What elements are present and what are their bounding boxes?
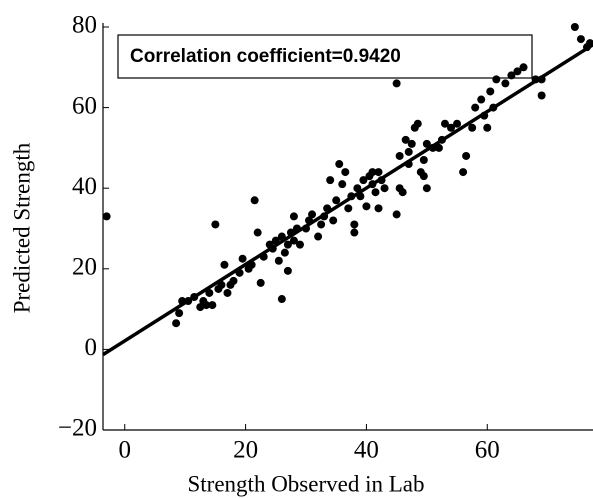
- point: [462, 151, 471, 160]
- x-tick-label: 60: [475, 437, 500, 464]
- point: [202, 301, 211, 310]
- point: [238, 254, 247, 263]
- y-axis-label: Predicted Strength: [9, 142, 34, 313]
- point: [468, 123, 477, 132]
- point: [350, 220, 359, 229]
- point: [308, 210, 317, 219]
- point: [175, 309, 184, 318]
- point: [570, 23, 579, 31]
- point: [295, 240, 304, 249]
- annotation-box: [117, 34, 533, 79]
- point: [374, 204, 383, 213]
- y-tick-label: −20: [58, 415, 97, 442]
- point: [419, 172, 428, 181]
- point: [507, 71, 516, 80]
- point: [395, 151, 404, 160]
- point: [576, 35, 585, 44]
- point: [501, 79, 510, 88]
- point: [172, 319, 181, 328]
- point: [229, 276, 238, 285]
- point: [371, 188, 380, 197]
- point: [350, 228, 359, 237]
- point: [277, 295, 286, 304]
- y-tick-label: 80: [72, 12, 97, 39]
- point: [492, 75, 501, 84]
- point: [223, 288, 232, 297]
- point: [344, 204, 353, 213]
- point: [253, 228, 262, 237]
- point: [102, 212, 111, 221]
- point: [196, 303, 205, 312]
- x-tick-label: 0: [119, 437, 132, 464]
- point: [422, 184, 431, 193]
- point: [483, 123, 492, 132]
- point: [353, 184, 362, 193]
- point: [205, 288, 214, 297]
- point: [471, 103, 480, 112]
- point: [289, 236, 298, 245]
- point: [332, 196, 341, 205]
- point: [341, 168, 350, 177]
- point: [256, 278, 265, 287]
- y-tick-label: 0: [85, 334, 98, 361]
- point: [380, 184, 389, 193]
- point: [314, 232, 323, 241]
- point: [362, 202, 371, 211]
- point: [404, 147, 413, 156]
- point: [211, 220, 220, 229]
- point: [283, 240, 292, 249]
- point: [220, 260, 229, 269]
- point: [401, 135, 410, 144]
- point: [359, 176, 368, 185]
- point: [338, 180, 347, 189]
- point: [459, 168, 468, 177]
- point: [519, 63, 528, 72]
- point: [434, 143, 443, 152]
- point: [447, 123, 456, 132]
- y-tick-label: 20: [72, 254, 97, 281]
- point: [335, 160, 344, 169]
- point: [407, 139, 416, 148]
- point: [413, 119, 422, 128]
- x-tick-label: 40: [354, 437, 379, 464]
- fit-line: [102, 43, 593, 357]
- point: [453, 119, 462, 128]
- point: [368, 168, 377, 177]
- point: [477, 95, 486, 104]
- point: [317, 220, 326, 229]
- x-axis-label: Strength Observed in Lab: [188, 471, 425, 496]
- x-tick-label: 20: [233, 437, 258, 464]
- point: [440, 119, 449, 128]
- point: [283, 266, 292, 275]
- point: [419, 155, 428, 164]
- point: [326, 176, 335, 185]
- point: [280, 248, 289, 257]
- y-tick-label: 40: [72, 173, 97, 200]
- point: [422, 139, 431, 148]
- annotation: Correlation coefficient=0.9420: [130, 46, 401, 67]
- point: [329, 216, 338, 225]
- point: [398, 188, 407, 197]
- point: [289, 212, 298, 221]
- point: [392, 210, 401, 219]
- point: [513, 67, 522, 76]
- point: [208, 301, 217, 310]
- point: [374, 168, 383, 177]
- point: [250, 196, 259, 205]
- y-tick-label: 60: [72, 92, 97, 119]
- point: [486, 87, 495, 96]
- point: [537, 91, 546, 100]
- point: [392, 79, 401, 88]
- point: [274, 256, 283, 265]
